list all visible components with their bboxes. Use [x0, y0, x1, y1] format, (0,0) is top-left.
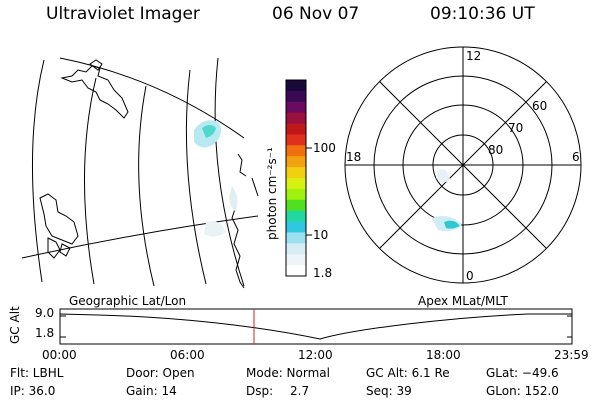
colorbar-stripe	[286, 156, 306, 168]
meridian-diagonal	[379, 81, 547, 249]
longitude-line	[31, 59, 45, 283]
colorbar-stripe	[286, 101, 306, 114]
gc-alt-info: GC Alt: 6.1 Re	[366, 366, 450, 380]
latitude-line	[21, 215, 259, 259]
latitude-line	[59, 57, 245, 139]
colorbar-stripe	[286, 221, 306, 233]
colorbar-stripe	[286, 265, 306, 277]
colorbar-stripe	[286, 232, 306, 244]
colorbar-stripe	[286, 243, 306, 255]
timeline-y-label: GC Alt	[8, 306, 22, 344]
colorbar-stripe	[286, 167, 306, 179]
filter-info: Flt: LBHL	[10, 366, 64, 380]
coastline	[59, 243, 71, 257]
dsp-label: Dsp:	[246, 384, 274, 398]
door-info: Door: Open	[126, 366, 195, 380]
dsp-value: 2.7	[290, 384, 310, 398]
longitude-line	[138, 85, 155, 287]
geographic-map	[21, 57, 259, 289]
coastline	[229, 195, 245, 289]
colorbar-stripe	[286, 112, 306, 125]
aurora-emission	[229, 186, 238, 212]
colorbar-stripe	[286, 188, 306, 201]
coastline	[251, 177, 259, 197]
seq-info: Seq: 39	[366, 384, 412, 398]
altitude-timeline	[59, 308, 573, 345]
date-label: 06 Nov 07	[272, 4, 360, 24]
aurora-emission	[204, 221, 226, 237]
aurora-emission	[202, 125, 216, 138]
colorbar-stripe	[286, 134, 306, 146]
instrument-title: Ultraviolet Imager	[46, 4, 200, 24]
timeline-left-header: Geographic Lat/Lon	[69, 294, 187, 308]
timeline-right-header: Apex MLat/MLT	[418, 294, 508, 308]
lat-label-60: 60	[532, 99, 547, 113]
longitude-line	[214, 57, 245, 287]
mlt-label-12: 12	[466, 49, 481, 63]
altitude-curve	[59, 313, 572, 340]
timeline-x-tick-2359: 23:59	[554, 348, 589, 362]
colorbar-tick-100: 100	[313, 141, 336, 155]
lat-label-80: 80	[488, 143, 503, 157]
colorbar-stripe	[286, 123, 306, 135]
ip-info: IP: 36.0	[10, 384, 56, 398]
mlt-label-18: 18	[346, 150, 361, 164]
colorbar-tick-1.8: 1.8	[313, 266, 333, 280]
colorbar-stripe	[286, 210, 306, 223]
colorbar-unit-label: photon cm⁻²s⁻¹	[265, 147, 279, 240]
colorbar-stripe	[286, 199, 306, 212]
colorbar-stripe	[286, 145, 306, 157]
glat-info: GLat: −49.6	[486, 366, 559, 380]
timeline-x-tick-0600: 06:00	[170, 348, 205, 362]
polar-plot: 12 18 6 0 60 70 80	[344, 46, 582, 284]
colorbar-stripe	[286, 80, 306, 92]
timeline-y-tick-top: 9.0	[35, 306, 55, 320]
aurora-emission	[436, 169, 450, 183]
mode-info: Mode: Normal	[246, 366, 330, 380]
longitude-line	[185, 69, 207, 285]
glon-info: GLon: 152.0	[486, 384, 559, 398]
timeline-x-tick-1800: 18:00	[426, 348, 461, 362]
coastline	[60, 65, 129, 119]
coastline	[39, 193, 79, 245]
colorbar-tick-10: 10	[313, 228, 329, 242]
mlt-label-6: 6	[572, 150, 580, 164]
coastline	[47, 237, 61, 259]
lat-label-70: 70	[508, 121, 523, 135]
timeline-x-tick-0000: 00:00	[42, 348, 77, 362]
time-label: 09:10:36 UT	[430, 4, 535, 24]
aurora-emission	[444, 220, 460, 229]
timeline-x-tick-1200: 12:00	[298, 348, 333, 362]
mlt-label-0: 0	[466, 269, 474, 283]
timeline-y-tick-bottom: 1.8	[35, 326, 55, 340]
colorbar-stripe	[286, 90, 306, 103]
coastline	[237, 153, 247, 177]
colorbar-stripe	[286, 178, 306, 190]
longitude-line	[83, 77, 97, 285]
coastline	[89, 59, 103, 71]
timeline-frame	[59, 308, 573, 345]
colorbar-stripe	[286, 254, 306, 266]
colorbar	[285, 79, 312, 277]
gain-info: Gain: 14	[126, 384, 177, 398]
